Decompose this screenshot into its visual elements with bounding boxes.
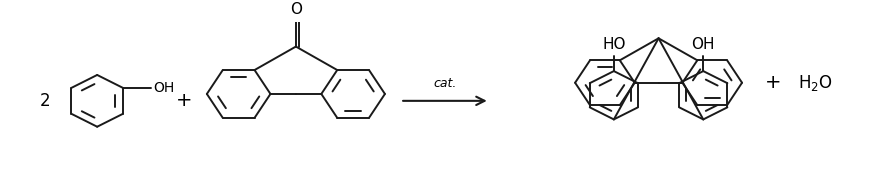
Text: HO: HO [601,37,625,52]
Text: cat.: cat. [433,77,456,90]
Text: +: + [764,73,780,92]
Text: O: O [289,2,302,17]
Text: H$_2$O: H$_2$O [797,73,832,93]
Text: OH: OH [153,81,174,95]
Text: +: + [176,91,193,110]
Text: 2: 2 [39,92,50,110]
Text: OH: OH [691,37,714,52]
